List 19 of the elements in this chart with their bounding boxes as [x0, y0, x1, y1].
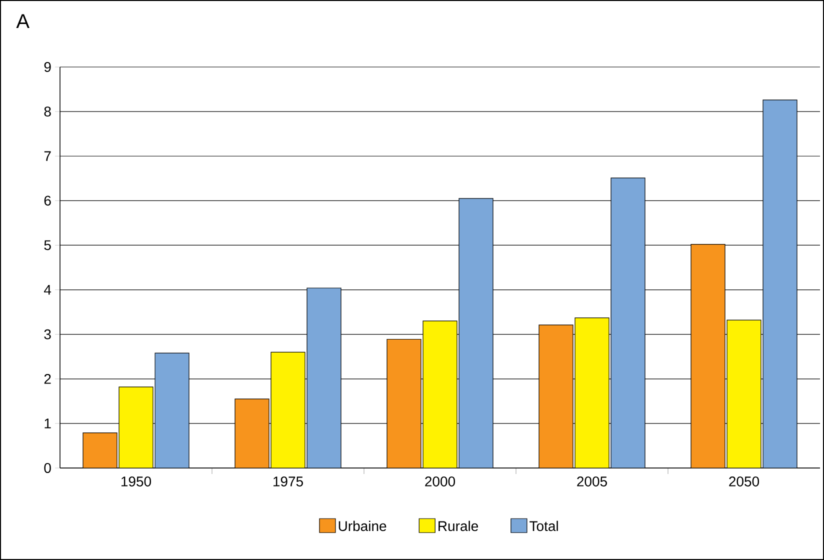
- x-tick-label: 2050: [729, 476, 760, 486]
- legend-label: Urbaine: [338, 520, 386, 532]
- y-tick-label: 7: [44, 151, 51, 161]
- x-tick-label: 2005: [577, 476, 607, 486]
- legend-label: Total: [530, 520, 558, 532]
- x-tick-label: 1950: [121, 476, 152, 486]
- x-tick-label: 1975: [273, 476, 303, 486]
- legend-label: Rurale: [438, 520, 478, 532]
- y-tick-label: 9: [44, 62, 51, 72]
- y-tick-label: 0: [44, 463, 51, 473]
- y-tick-label: 5: [44, 240, 51, 250]
- y-tick-label: 1: [44, 418, 51, 428]
- chart-title: A: [16, 14, 30, 28]
- x-tick-label: 2000: [425, 476, 456, 486]
- y-tick-label: 6: [44, 196, 51, 206]
- y-tick-label: 8: [44, 106, 51, 117]
- y-tick-label: 4: [44, 284, 52, 295]
- y-tick-label: 2: [44, 374, 51, 384]
- y-tick-label: 3: [44, 329, 51, 340]
